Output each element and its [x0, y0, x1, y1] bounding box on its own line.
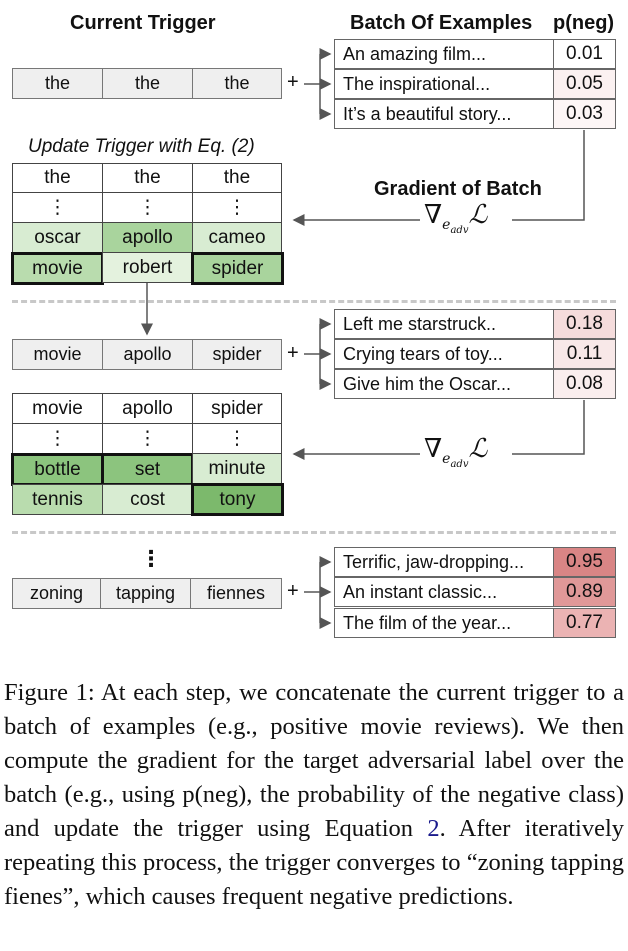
selected-token: set — [101, 453, 194, 486]
candidate-token: spider — [192, 393, 282, 424]
current-trigger-heading: Current Trigger — [70, 12, 216, 34]
candidate-token: robert — [102, 252, 193, 283]
trigger-token: fiennes — [190, 578, 282, 609]
selected-token: tony — [191, 483, 284, 516]
gradient-of-batch-heading: Gradient of Batch — [374, 178, 542, 200]
candidate-token: the — [102, 163, 193, 193]
candidate-token: movie — [12, 393, 103, 424]
trigger-token: movie — [12, 339, 103, 370]
candidate-token: minute — [192, 453, 282, 484]
plus-sign: + — [287, 580, 299, 602]
vdots: ⋮ — [12, 423, 103, 454]
p-neg-value: 0.03 — [553, 99, 616, 129]
vdots: ⋮ — [192, 192, 282, 223]
loss-symbol: ℒ — [468, 200, 488, 230]
candidate-token: the — [192, 163, 282, 193]
candidate-token: oscar — [12, 222, 103, 253]
selected-token: bottle — [11, 453, 104, 486]
plus-sign: + — [287, 71, 299, 93]
candidate-token: cost — [102, 484, 193, 515]
example-text: An amazing film... — [334, 39, 554, 69]
vdots: ⋮ — [102, 192, 193, 223]
trigger-token: apollo — [102, 339, 193, 370]
candidate-token: apollo — [102, 222, 193, 253]
trigger-token: tapping — [100, 578, 191, 609]
p-neg-value: 0.18 — [553, 309, 616, 339]
candidate-token: tennis — [12, 484, 103, 515]
gradient-subscript: e — [442, 217, 451, 234]
gradient-formula: ∇eadvℒ — [420, 434, 492, 470]
equation-reference-link[interactable]: 2 — [427, 815, 440, 842]
trigger-token: the — [102, 68, 193, 99]
trigger-token: zoning — [12, 578, 101, 609]
vdots: ⋮ — [140, 546, 162, 571]
vdots: ⋮ — [192, 423, 282, 454]
candidate-token: apollo — [102, 393, 193, 424]
p-neg-value: 0.08 — [553, 369, 616, 399]
trigger-token: the — [12, 68, 103, 99]
selected-token: movie — [11, 252, 104, 285]
example-text: It’s a beautiful story... — [334, 99, 554, 129]
p-neg-value: 0.05 — [553, 69, 616, 99]
step-divider — [12, 531, 616, 534]
step-divider — [12, 300, 616, 303]
vdots: ⋮ — [102, 423, 193, 454]
candidate-token: the — [12, 163, 103, 193]
nabla-symbol: ∇ — [424, 434, 443, 464]
example-text: Left me starstruck.. — [334, 309, 554, 339]
figure-caption: Figure 1: At each step, we concatenate t… — [4, 676, 624, 914]
plus-sign: + — [287, 342, 299, 364]
gradient-formula: ∇eadvℒ — [420, 200, 492, 236]
gradient-subsubscript: adv — [450, 458, 469, 470]
p-neg-value: 0.01 — [553, 39, 616, 69]
p-neg-value: 0.11 — [553, 339, 616, 369]
example-text: An instant classic... — [334, 577, 554, 607]
example-text: The film of the year... — [334, 608, 554, 638]
p-neg-heading: p(neg) — [553, 12, 615, 34]
p-neg-value: 0.77 — [553, 608, 616, 638]
gradient-subsubscript: adv — [450, 224, 469, 236]
connector-lines — [141, 48, 585, 629]
nabla-symbol: ∇ — [424, 200, 443, 230]
p-neg-value: 0.89 — [553, 577, 616, 607]
vdots: ⋮ — [12, 192, 103, 223]
example-text: The inspirational... — [334, 69, 554, 99]
trigger-token: spider — [192, 339, 282, 370]
gradient-subscript: e — [442, 451, 451, 468]
loss-symbol: ℒ — [468, 434, 488, 464]
caption-text: . After iteratively repeating this proce… — [4, 815, 624, 910]
candidate-token: cameo — [192, 222, 282, 253]
caption-text: Figure 1: At each step, we concatenate t… — [4, 679, 624, 842]
update-trigger-heading: Update Trigger with Eq. (2) — [28, 136, 255, 157]
example-text: Terrific, jaw-dropping... — [334, 547, 554, 577]
example-text: Crying tears of toy... — [334, 339, 554, 369]
example-text: Give him the Oscar... — [334, 369, 554, 399]
selected-token: spider — [191, 252, 284, 285]
p-neg-value: 0.95 — [553, 547, 616, 577]
trigger-token: the — [192, 68, 282, 99]
batch-of-examples-heading: Batch Of Examples — [350, 12, 533, 34]
